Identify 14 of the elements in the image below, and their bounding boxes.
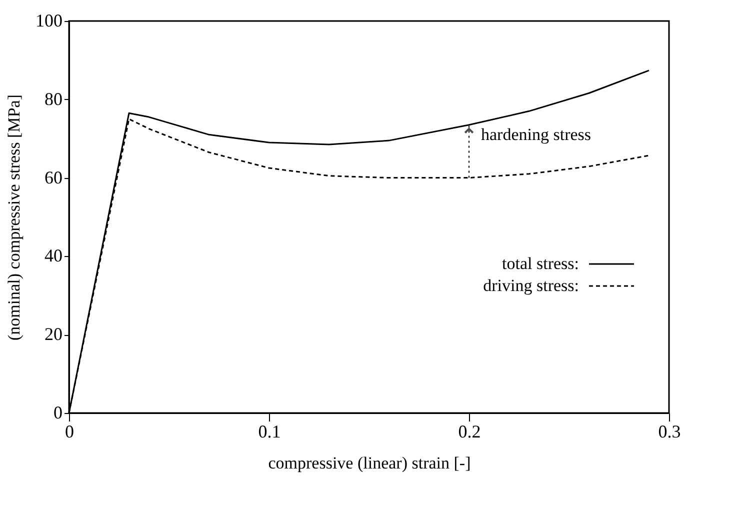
x-axis-title: compressive (linear) strain [-] (268, 454, 471, 472)
y-tick-label: 100 (36, 10, 62, 30)
y-tick-label: 60 (44, 167, 62, 188)
x-tick-label: 0.2 (458, 422, 481, 442)
annotation: hardening stress (481, 124, 592, 144)
x-tick-label: 0.1 (258, 422, 281, 442)
y-tick-label: 80 (44, 88, 62, 109)
y-axis-title: (nominal) compressive stress [MPa] (4, 94, 24, 340)
x-tick-label: 0.3 (658, 422, 681, 442)
legend-label: driving stress: (483, 276, 579, 296)
y-tick-label: 0 (54, 402, 62, 422)
legend-label: total stress: (502, 254, 579, 274)
y-tick-label: 40 (44, 246, 62, 266)
y-tick-label: 20 (44, 324, 62, 344)
